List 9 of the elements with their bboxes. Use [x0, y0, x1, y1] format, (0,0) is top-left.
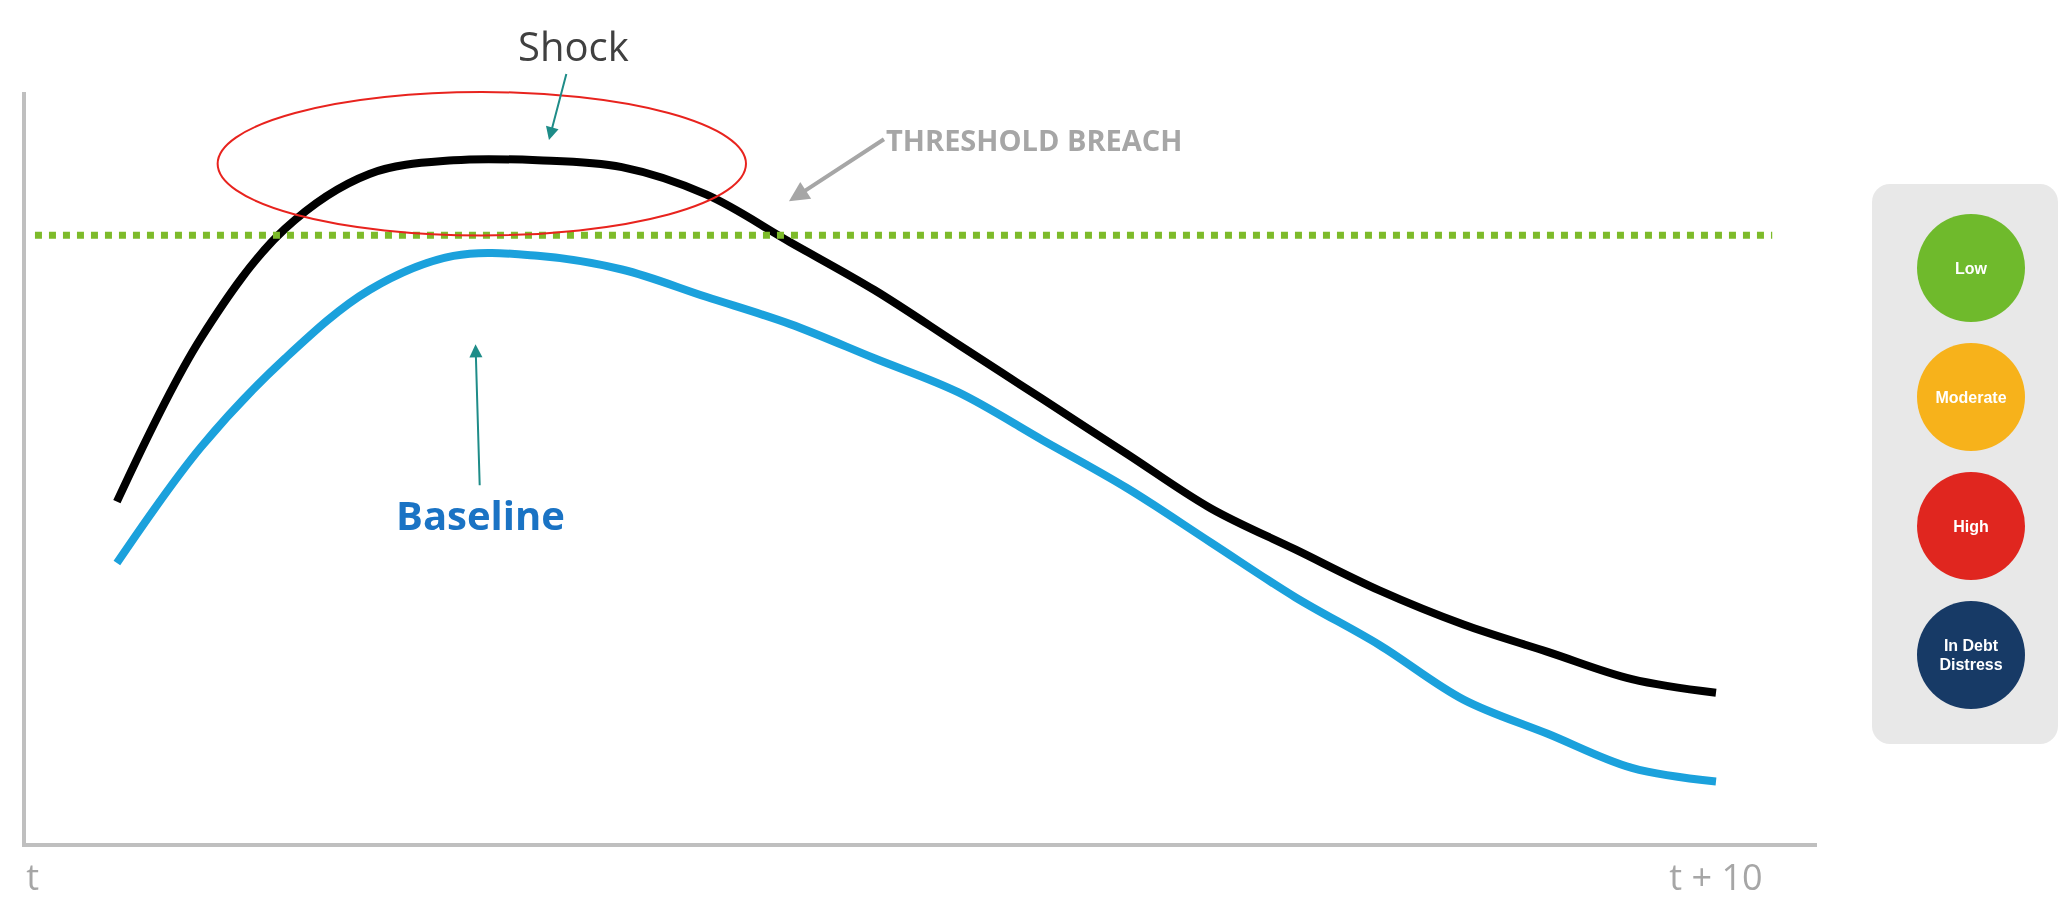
x-tick-label: t [26, 852, 40, 902]
x-tick-label: t + 10 [1669, 852, 1763, 902]
rating-badge: In Debt Distress [1917, 601, 2025, 709]
rating-badge: Moderate [1917, 343, 2025, 451]
rating-badge: Low [1917, 214, 2025, 322]
text: Shock [518, 18, 629, 73]
annotation: Baseline [396, 487, 565, 542]
rating-badge: High [1917, 472, 2025, 580]
ref-line-label: THRESHOLD BREACH [886, 120, 1183, 159]
